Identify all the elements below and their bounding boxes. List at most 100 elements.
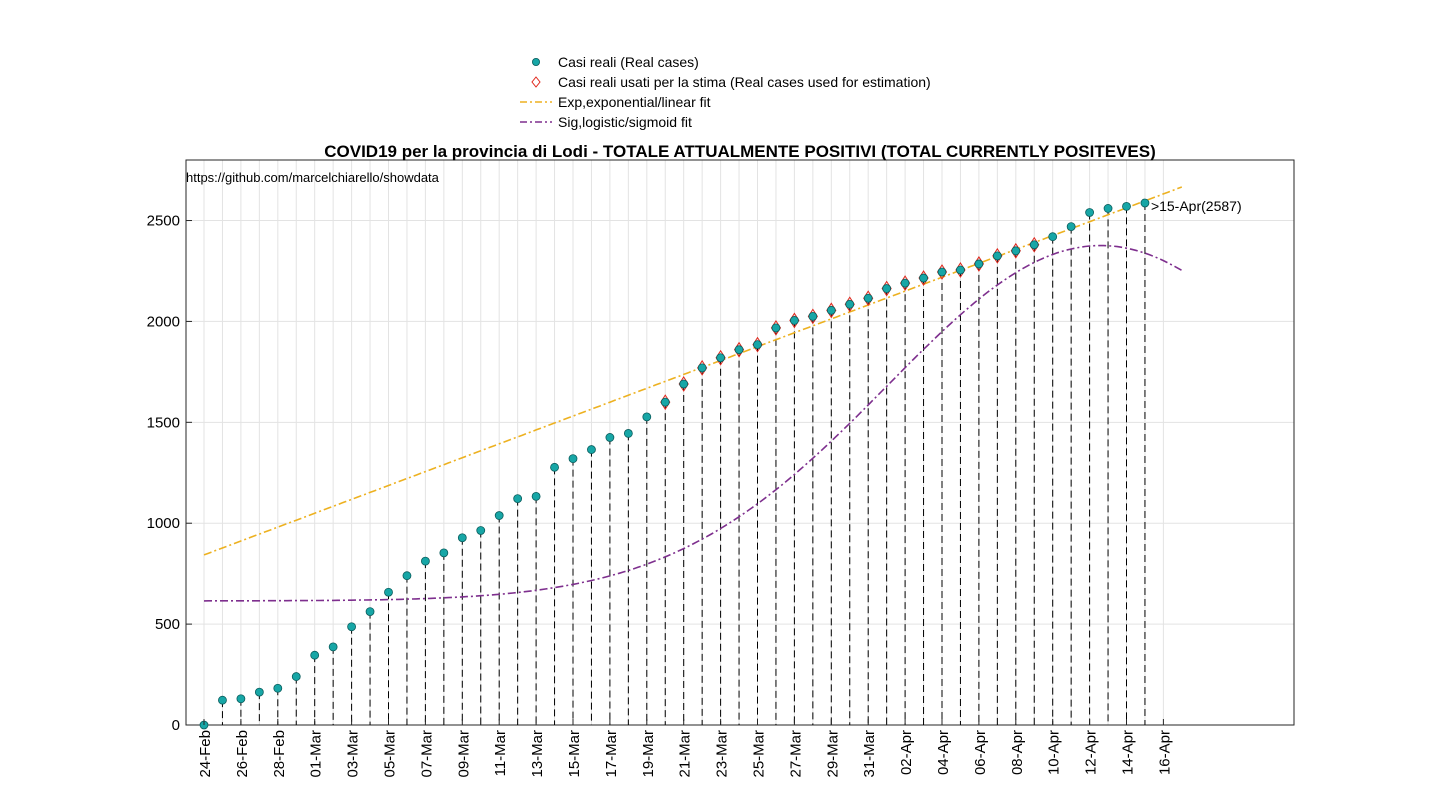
data-point [1085,208,1094,217]
data-point [734,345,744,355]
x-tick-label: 19-Mar [640,730,657,778]
x-tick-label: 26-Feb [234,730,251,778]
data-point [900,278,910,288]
x-tick-label: 28-Feb [271,730,288,778]
data-point [937,267,947,277]
x-tick-label: 05-Mar [382,730,399,778]
data-point [291,672,301,681]
dot-icon [516,52,558,72]
x-tick-label: 27-Mar [787,730,804,778]
legend-label: Casi reali (Real cases) [558,54,699,70]
x-tick-label: 23-Mar [714,730,731,778]
data-point [679,379,689,389]
data-point [568,454,578,464]
x-tick-label: 14-Apr [1120,730,1137,775]
data-point [642,412,652,422]
plot-frame [185,159,1295,726]
data-point [402,571,412,581]
x-tick-label: 07-Mar [418,730,435,778]
x-tick-label: 06-Apr [972,730,989,775]
legend-label: Casi reali usati per la stima (Real case… [558,74,931,90]
data-point [992,251,1002,261]
y-axis-ticks: 0 500 1000 1500 2000 2500 [147,213,192,734]
y-tick-label: 1000 [147,515,180,532]
x-tick-label: 02-Apr [898,730,915,775]
data-point [771,323,781,333]
last-value-annotation: >15-Apr(2587) [1151,198,1242,214]
diamond-icon [516,72,558,92]
data-point [974,259,984,269]
drop-lines [221,202,1146,725]
legend-item-real: Casi reali (Real cases) [516,52,699,72]
data-point [457,533,467,543]
data-point [531,491,541,501]
data-point [310,650,320,660]
data-points [199,198,1150,730]
y-tick-label: 0 [172,717,180,734]
x-tick-label: 25-Mar [751,730,768,778]
data-point [605,433,615,442]
x-tick-label: 08-Apr [1009,730,1026,775]
data-point [753,340,762,350]
x-tick-label: 11-Mar [492,730,509,776]
dashdot-line-icon [516,92,558,112]
y-tick-label: 2000 [147,313,180,330]
data-point [347,622,357,632]
legend-label: Sig,logistic/sigmoid fit [558,114,692,130]
legend-item-exp-fit: Exp,exponential/linear fit [516,92,711,112]
data-point [513,494,523,503]
data-point [826,305,836,315]
data-point [697,363,707,373]
data-point [365,607,375,616]
x-tick-label: 17-Mar [603,730,620,778]
data-point [1048,232,1058,242]
data-point [550,462,559,472]
data-point [587,445,596,454]
source-url: https://github.com/marcelchiarello/showd… [186,170,439,185]
x-tick-label: 29-Mar [824,730,841,778]
x-tick-label: 09-Mar [455,730,472,778]
legend: Casi reali (Real cases) Casi reali usati… [516,52,976,132]
x-tick-label: 10-Apr [1046,730,1063,775]
data-point [882,284,892,293]
x-tick-label: 24-Feb [197,730,214,778]
data-point [845,299,855,309]
x-tick-label: 15-Mar [566,730,583,778]
data-point [623,429,633,438]
data-point [476,526,486,535]
data-point [218,695,227,705]
data-point [716,353,725,363]
data-point [1029,240,1039,250]
data-point [236,694,246,704]
chart-title: COVID19 per la provincia di Lodi - TOTAL… [324,142,1156,161]
data-point [1140,198,1150,208]
data-point [660,397,670,407]
data-point [1122,202,1131,211]
x-tick-label: 31-Mar [861,730,878,778]
legend-label: Exp,exponential/linear fit [558,94,711,110]
data-point [863,293,873,303]
data-point [439,548,449,558]
y-tick-label: 2500 [147,213,180,230]
x-axis-ticks: 24-Feb 26-Feb 28-Feb 01-Mar 03-Mar 05-Mar 07-M… [197,719,1173,778]
x-tick-label: 01-Mar [308,730,325,778]
data-point [420,556,430,566]
legend-item-sig-fit: Sig,logistic/sigmoid fit [516,112,692,132]
data-point [1103,204,1113,213]
data-point [808,311,818,321]
y-tick-label: 1500 [147,414,180,431]
data-point [919,273,928,283]
data-point [1066,222,1076,231]
data-point [384,587,393,597]
data-point [273,683,283,693]
data-point [254,687,264,697]
x-tick-label: 21-Mar [677,730,694,778]
x-tick-label: 13-Mar [529,730,546,778]
x-tick-label: 04-Apr [935,730,952,775]
x-tick-label: 12-Apr [1083,730,1100,775]
data-point [956,265,965,275]
legend-item-estimation: Casi reali usati per la stima (Real case… [516,72,931,92]
x-tick-label: 03-Mar [345,730,362,778]
data-point [494,511,504,520]
data-point [1011,246,1021,256]
